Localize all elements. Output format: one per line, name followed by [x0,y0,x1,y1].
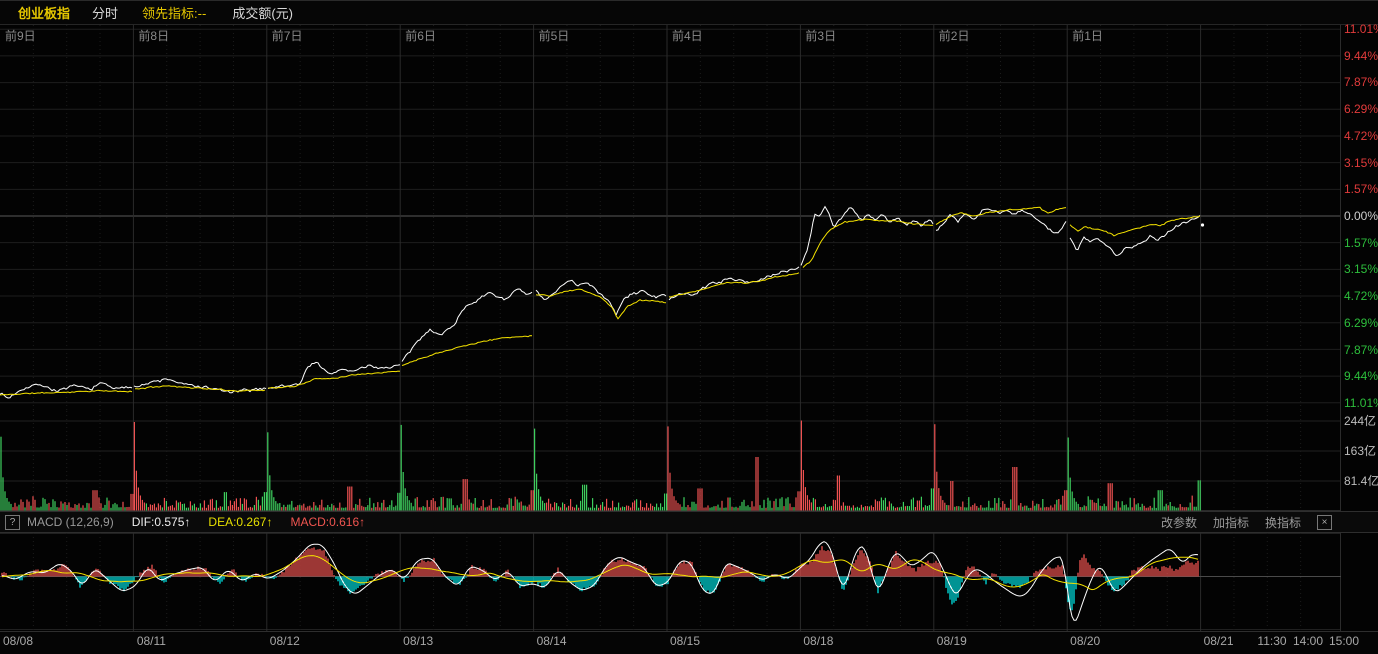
date-label: 08/11 [136,634,166,648]
date-label: 08/14 [536,634,567,648]
add-indicator-button[interactable]: 加指标 [1212,515,1249,530]
day-offset-label: 前4日 [672,29,703,43]
date-label: 08/15 [669,634,701,648]
turnover-label: 成交额(元) [232,6,293,21]
price-axis-label-down: 7.87% [1344,342,1378,357]
day-offset-label: 前1日 [1072,29,1103,43]
price-axis-label-down: 3.15% [1344,262,1378,277]
time-label: 15:00 [1328,634,1360,648]
day-offset-label: 前3日 [805,29,837,43]
help-icon[interactable]: ? [5,514,20,530]
volume-axis-label: 81.4亿 [1344,474,1378,488]
day-offset-label: 前8日 [138,29,170,43]
date-label: 08/21 [1203,634,1234,648]
volume-axis-label: 244亿 [1344,414,1377,428]
volume-panel[interactable] [0,411,1341,511]
day-offset-label: 前2日 [938,29,970,43]
chart-mode-label[interactable]: 分时 [92,6,119,21]
price-axis-label-up: 9.44% [1344,48,1378,63]
day-offset-label: 前6日 [405,29,436,43]
macd-panel[interactable] [0,533,1341,631]
date-label: 08/13 [403,634,434,648]
top-bar: 创业板指 分时 领先指标:-- 成交额(元) [0,0,1378,25]
date-label: 08/18 [803,634,834,648]
date-label: 08/19 [936,634,967,648]
price-axis-label-down: 1.57% [1344,235,1378,250]
price-axis-label-down: 4.72% [1344,289,1378,304]
price-axis-label-down: 9.44% [1344,369,1378,384]
switch-indicator-button[interactable]: 换指标 [1264,515,1301,530]
price-chart-panel[interactable] [0,25,1341,411]
date-label: 08/12 [269,634,300,648]
macd-dea-value: DEA:0.267↑ [208,515,273,529]
symbol-name[interactable]: 创业板指 [18,6,71,21]
price-axis-label-up: 1.57% [1344,182,1378,197]
price-axis-label-up: 6.29% [1344,102,1378,117]
leading-indicator-label: 领先指标:-- [142,6,207,21]
time-label: 11:30 [1257,634,1287,648]
volume-axis-label: 163亿 [1344,444,1377,458]
change-params-button[interactable]: 改参数 [1160,515,1197,530]
price-axis-label-up: 4.72% [1344,128,1378,143]
price-axis-label-down: 11.01% [1344,395,1378,410]
day-offset-label: 前5日 [538,29,570,43]
macd-hist-value: MACD:0.616↑ [290,515,366,529]
price-axis-label-zero: 0.00% [1344,209,1378,223]
day-offset-label: 前9日 [5,29,36,43]
macd-title: MACD (12,26,9) [27,515,114,529]
close-icon[interactable]: × [1317,514,1332,530]
price-axis-label-up: 3.15% [1344,155,1378,170]
macd-toolbar: ? MACD (12,26,9) DIF:0.575↑ DEA:0.267↑ M… [0,511,1378,533]
date-label: 08/20 [1070,634,1101,648]
day-offset-label: 前7日 [271,29,303,43]
price-axis-label-up: 7.87% [1344,75,1378,90]
bottom-axis [0,631,1378,654]
time-label: 14:00 [1292,634,1324,648]
price-axis-label-down: 6.29% [1344,315,1378,330]
macd-dif-value: DIF:0.575↑ [131,515,191,529]
date-label: 08/08 [2,634,34,648]
price-axis-label-up: 11.01% [1344,22,1378,37]
